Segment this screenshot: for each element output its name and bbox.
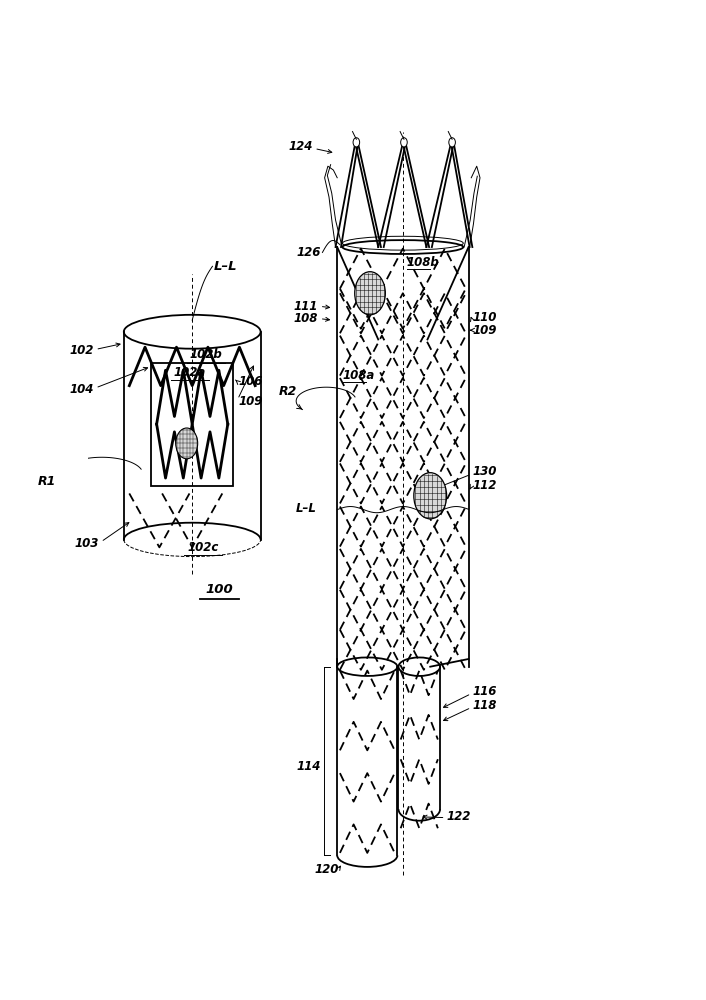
Bar <box>151 363 233 486</box>
Text: 130: 130 <box>472 465 497 478</box>
Text: 103: 103 <box>75 537 99 550</box>
Text: 102: 102 <box>69 344 94 358</box>
Text: 120: 120 <box>314 863 339 876</box>
Circle shape <box>353 138 359 147</box>
Text: 111: 111 <box>294 300 318 313</box>
Ellipse shape <box>354 272 385 315</box>
Text: 108: 108 <box>294 312 318 325</box>
Text: 108b: 108b <box>407 256 439 269</box>
Text: 122: 122 <box>447 810 471 823</box>
Text: 118: 118 <box>472 699 497 712</box>
Ellipse shape <box>414 473 447 519</box>
Text: 102c: 102c <box>188 541 219 554</box>
Text: 112: 112 <box>472 479 497 492</box>
Text: R2: R2 <box>279 385 297 398</box>
Circle shape <box>401 138 407 147</box>
Text: 102a: 102a <box>174 366 205 379</box>
Text: L–L: L–L <box>296 502 317 515</box>
Text: L–L: L–L <box>214 260 238 273</box>
Ellipse shape <box>176 428 198 459</box>
Text: 116: 116 <box>472 685 497 698</box>
Text: 108a: 108a <box>342 369 375 382</box>
Text: 126: 126 <box>297 246 321 259</box>
Text: 114: 114 <box>297 760 321 773</box>
Text: 124: 124 <box>288 140 313 153</box>
Text: 109: 109 <box>472 324 497 337</box>
Text: R1: R1 <box>38 475 56 488</box>
Text: 110: 110 <box>472 311 497 324</box>
Circle shape <box>449 138 455 147</box>
Text: 102b: 102b <box>189 348 222 361</box>
Text: 100: 100 <box>205 583 234 596</box>
Text: 109: 109 <box>239 395 263 408</box>
Text: 104: 104 <box>69 383 94 396</box>
Text: 106: 106 <box>239 375 263 388</box>
